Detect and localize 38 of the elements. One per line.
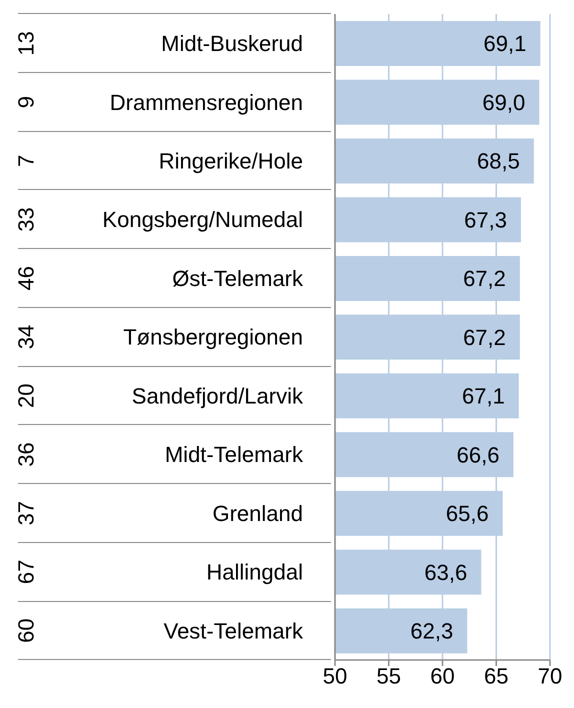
text: 7 bbox=[14, 154, 39, 167]
x-tick-label: 60 bbox=[430, 664, 455, 689]
data-label: 69,0 bbox=[482, 90, 526, 115]
data-label: 67,2 bbox=[463, 324, 506, 350]
y-tick-label: Vest-Telemark bbox=[164, 618, 304, 644]
text: 13 bbox=[14, 31, 39, 56]
data-label: 67,3 bbox=[464, 207, 507, 232]
data-label: 69,1 bbox=[483, 31, 526, 56]
data-label: 62,3 bbox=[410, 618, 454, 644]
y-tick-label: Kongsberg/Numedal bbox=[102, 207, 303, 232]
data-label: 65,6 bbox=[446, 501, 489, 526]
data-label: 67,1 bbox=[462, 384, 505, 409]
x-tick-label: 65 bbox=[484, 664, 508, 689]
y-tick-label: Sandefjord/Larvik bbox=[132, 383, 304, 408]
y-tick-label: Ringerike/Hole bbox=[158, 148, 303, 174]
y-tick-label: Drammensregionen bbox=[110, 90, 303, 115]
text: 37 bbox=[14, 500, 39, 526]
text: 9 bbox=[14, 96, 39, 108]
x-tick-label: 50 bbox=[322, 664, 348, 689]
x-tick-label: 70 bbox=[538, 664, 562, 689]
y-tick-label: Hallingdal bbox=[206, 560, 303, 585]
text: 46 bbox=[14, 266, 39, 291]
text: 34 bbox=[14, 324, 39, 350]
data-label: 66,6 bbox=[456, 442, 500, 468]
text: 67 bbox=[14, 560, 39, 584]
y-tick-label: Tønsbergregionen bbox=[123, 324, 303, 350]
y-tick-label: Midt-Telemark bbox=[164, 442, 304, 468]
text: 60 bbox=[14, 618, 39, 643]
y-tick-label: Øst-Telemark bbox=[172, 266, 304, 291]
x-tick-label: 55 bbox=[376, 664, 401, 689]
data-label: 68,5 bbox=[477, 148, 520, 174]
text: 33 bbox=[14, 207, 39, 232]
text: 20 bbox=[14, 383, 39, 408]
y-tick-label: Grenland bbox=[212, 500, 303, 526]
text: 36 bbox=[14, 442, 39, 467]
data-label: 67,2 bbox=[463, 266, 506, 292]
data-label: 63,6 bbox=[424, 560, 468, 585]
y-tick-label: Midt-Buskerud bbox=[161, 31, 303, 56]
